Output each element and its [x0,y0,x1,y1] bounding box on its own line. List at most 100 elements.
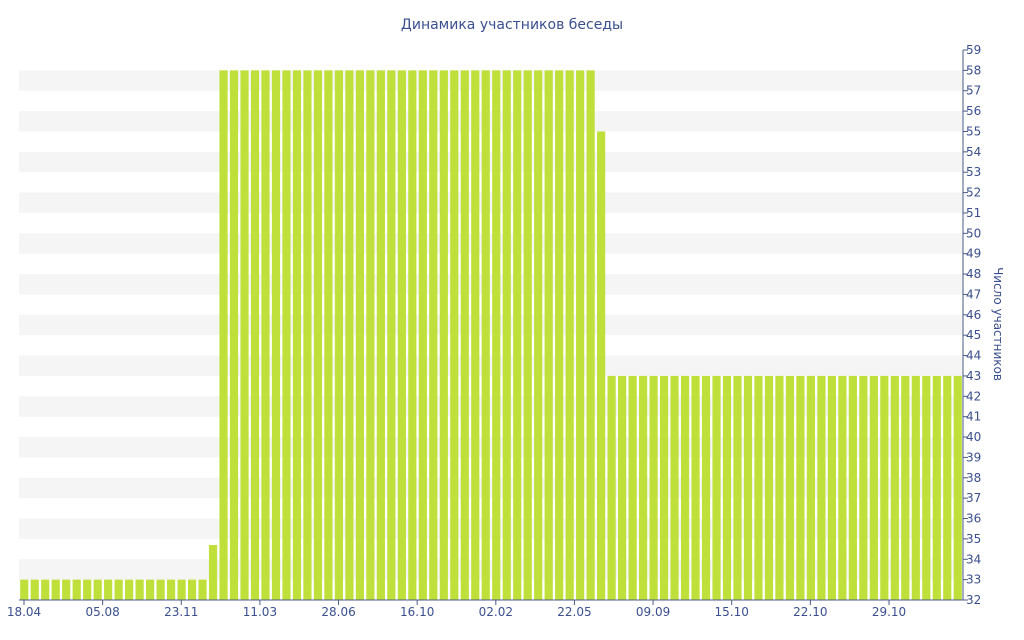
bar [271,70,281,601]
y-tick-label: 44 [966,349,981,363]
y-tick-label: 34 [966,552,981,566]
bar [156,579,165,600]
bar [880,375,889,600]
bar [387,70,396,601]
bar [198,579,207,600]
bar [334,70,343,601]
bar [229,70,239,601]
x-tick-label: 18.04 [7,605,41,619]
bar [429,70,438,601]
bar [534,70,543,601]
bar [355,70,364,601]
y-tick-label: 48 [966,267,981,281]
bar [576,70,585,601]
bar [943,375,952,600]
bar [418,70,427,601]
y-tick-label: 41 [966,410,981,424]
bar [51,579,60,600]
chart-title: Динамика участников беседы [401,17,623,33]
bar [817,375,826,600]
x-tick-label: 09.09 [636,605,670,619]
bar [208,545,218,600]
bar [775,375,784,600]
y-tick-label: 57 [966,84,981,98]
bar [733,375,742,600]
bar [146,579,155,600]
bar [439,70,448,601]
y-tick-label: 58 [966,63,981,77]
bar [523,70,532,601]
bar [680,375,690,600]
y-tick-label: 37 [966,491,981,505]
bar [408,70,417,601]
bar [691,375,700,600]
grid-band [19,70,963,91]
bar [177,579,186,600]
bar [324,70,333,601]
bar [114,579,123,600]
x-tick-label: 28.06 [321,605,355,619]
axes: 32 33 34 35 36 37 38 39 40 41 42 43 44 45 46 47 48 49 50 51… [7,43,981,619]
bar [30,579,39,600]
bar [555,70,564,601]
grid-band [19,111,963,132]
grid-band [19,355,963,376]
bar [659,375,669,600]
grid-band [19,274,963,295]
x-tick-label: 02.02 [479,605,513,619]
bar [250,70,260,601]
bar [911,375,920,600]
bar [376,70,385,601]
y-tick-label: 51 [966,206,981,220]
bar [890,375,899,600]
bar [565,70,574,601]
bar [513,70,522,601]
bar [240,70,249,601]
bar [754,375,763,600]
y-tick-label: 40 [966,430,981,444]
y-tick-label: 56 [966,104,981,118]
y-tick-label: 35 [966,532,981,546]
bar [827,375,836,600]
x-tick-label: 11.03 [243,605,277,619]
bar [366,70,375,601]
y-tick-label: 46 [966,308,981,322]
y-tick-label: 32 [966,593,981,607]
bar [932,375,941,600]
bar [722,375,732,600]
x-tick-label: 22.05 [557,605,591,619]
grid-band [19,233,963,254]
bar [397,70,406,601]
x-tick-label: 23.11 [164,605,198,619]
y-tick-label: 45 [966,328,981,342]
bar [618,375,627,600]
x-tick-label: 29.10 [872,605,906,619]
y-tick-label: 33 [966,573,981,587]
bar [167,579,176,600]
bar [135,579,144,600]
bar [261,70,270,601]
bar [649,375,658,600]
bar [901,375,910,600]
x-tick-label: 16.10 [400,605,434,619]
bar [764,375,774,600]
bar [796,375,805,600]
grid-band [19,192,963,213]
bars [20,70,962,601]
bar [859,375,868,600]
bar [104,579,113,600]
bar [712,375,721,600]
bar [586,70,595,601]
x-tick-label: 15.10 [715,605,749,619]
y-tick-label: 54 [966,145,981,159]
bar [481,70,490,601]
bar [313,70,323,601]
y-tick-label: 42 [966,389,981,403]
grid-band [19,314,963,336]
bar [20,579,29,600]
y-tick-label: 49 [966,247,981,261]
bar [492,70,501,601]
bar [450,70,459,601]
bar [187,579,197,600]
